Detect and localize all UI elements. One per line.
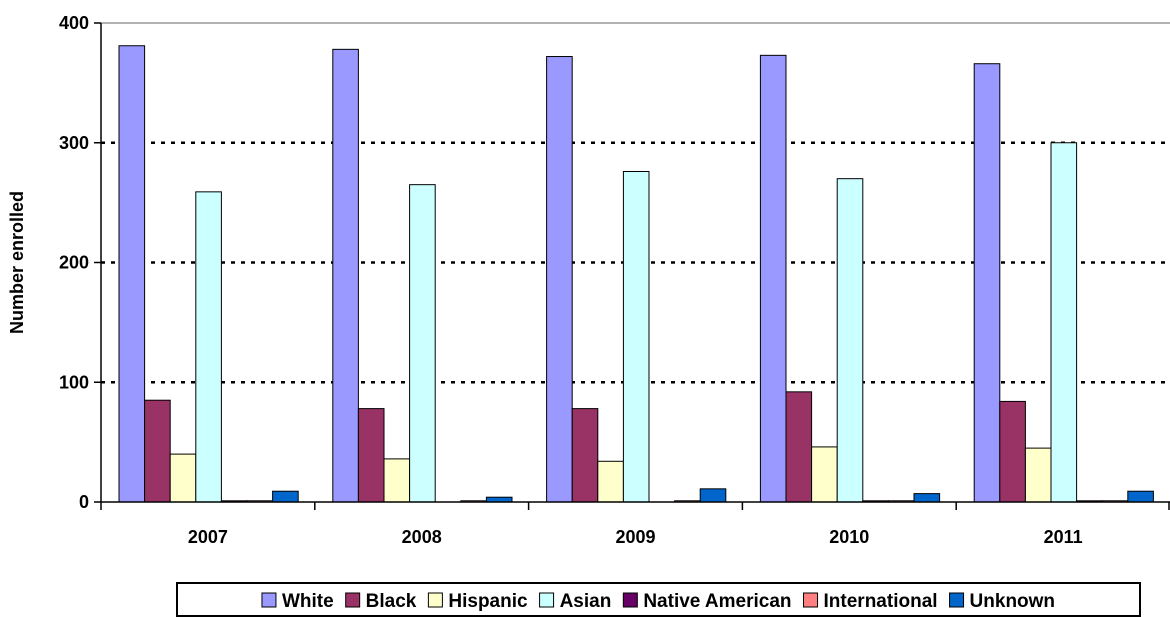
axes (100, 23, 1170, 503)
bars (118, 45, 1154, 503)
y-tick-label: 200 (59, 253, 89, 273)
y-tick-label: 100 (59, 372, 89, 392)
bar-hispanic-2010 (811, 446, 838, 503)
bar-hispanic-2011 (1024, 447, 1052, 503)
legend-swatch-white (261, 592, 277, 608)
bar-hispanic-2009 (597, 460, 624, 503)
bar-unknown-2010 (913, 493, 941, 503)
bar-asian-2010 (836, 178, 864, 503)
bar-white-2007 (118, 45, 146, 503)
bar-black-2007 (144, 399, 171, 503)
y-axis-label: Number enrolled (7, 191, 27, 334)
bar-black-2010 (785, 391, 813, 503)
y-tick-label: 400 (59, 13, 89, 33)
x-tick-label: 2010 (829, 527, 869, 547)
legend-label: Hispanic (448, 591, 528, 612)
legend-label: International (824, 591, 938, 612)
legend: White Black Hispanic Asian Native American In… (176, 582, 1141, 617)
legend-swatch-native-american (622, 592, 638, 608)
legend-swatch-black (345, 592, 361, 608)
legend-label: Black (366, 591, 417, 612)
bar-hispanic-2008 (383, 458, 411, 503)
bar-asian-2009 (622, 170, 650, 503)
legend-label: Native American (643, 591, 791, 612)
bar-hispanic-2007 (169, 453, 197, 503)
bar-white-2008 (332, 48, 359, 503)
bar-black-2009 (571, 408, 599, 503)
x-tick-label: 2009 (615, 527, 655, 547)
legend-label: White (282, 591, 334, 612)
legend-label: Asian (560, 591, 612, 612)
legend-swatch-international (803, 592, 819, 608)
x-tick-label: 2008 (402, 527, 442, 547)
y-tick-label: 300 (59, 133, 89, 153)
bar-white-2009 (546, 56, 573, 503)
legend-swatch-unknown (949, 592, 965, 608)
bar-unknown-2007 (272, 490, 299, 503)
x-axis-ticks: 2007 2008 2009 2010 2011 (100, 502, 1170, 547)
y-tick-label: 0 (79, 492, 89, 512)
bar-asian-2011 (1050, 142, 1078, 503)
bar-white-2011 (973, 63, 1001, 503)
bar-black-2011 (999, 400, 1026, 503)
bar-asian-2008 (409, 184, 436, 503)
x-tick-label: 2007 (188, 527, 228, 547)
legend-label: Unknown (970, 591, 1056, 612)
bar-white-2010 (759, 54, 787, 503)
bar-asian-2007 (195, 191, 222, 503)
legend-swatch-asian (539, 592, 555, 608)
x-tick-label: 2011 (1044, 527, 1083, 547)
legend-swatch-hispanic (427, 592, 443, 608)
bar-unknown-2009 (699, 488, 727, 503)
bar-black-2008 (357, 408, 385, 503)
legend-box (176, 582, 1141, 617)
y-axis-ticks: 0 100 200 300 400 (59, 13, 101, 512)
bar-unknown-2011 (1127, 490, 1154, 503)
